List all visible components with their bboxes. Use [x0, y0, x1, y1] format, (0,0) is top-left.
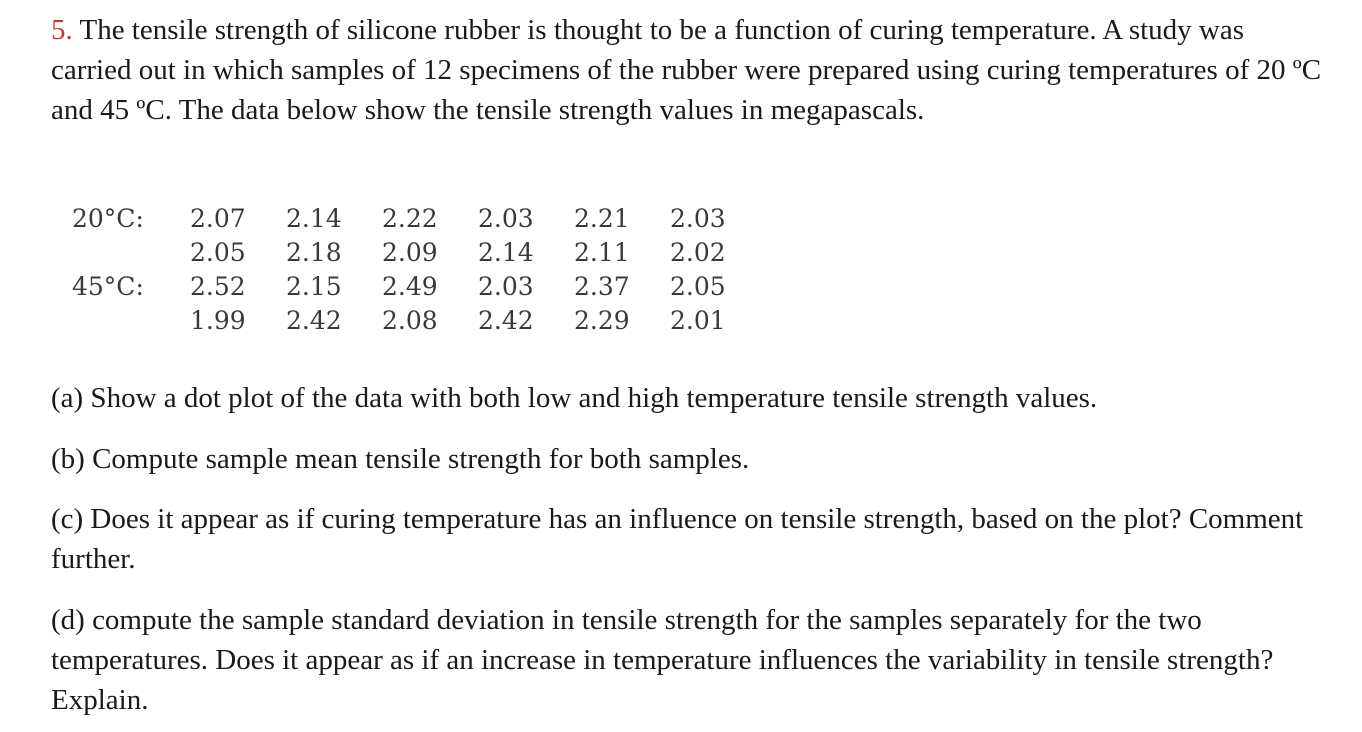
- row-label: 45°C:: [72, 272, 144, 301]
- table-cell: 2.29: [574, 306, 630, 335]
- table-cell: 2.09: [382, 238, 438, 267]
- table-cell: 2.37: [574, 272, 630, 301]
- table-cell: 2.22: [382, 204, 438, 233]
- table-cell: 2.05: [670, 272, 726, 301]
- row-label: 20°C:: [72, 204, 144, 233]
- question-d: (d) compute the sample standard deviatio…: [51, 604, 1274, 716]
- row-label: [72, 304, 190, 338]
- problem-intro: 5. The tensile strength of silicone rubb…: [51, 10, 1331, 130]
- table-cell: 2.49: [382, 272, 438, 301]
- question-c: (c) Does it appear as if curing temperat…: [51, 503, 1304, 575]
- table-cell: 2.07: [190, 204, 246, 233]
- problem-statement: 5. The tensile strength of silicone rubb…: [51, 10, 1331, 130]
- table-row: 45°C: 2.52 2.15 2.49 2.03 2.37 2.05: [72, 270, 766, 304]
- table-cell: 2.15: [286, 272, 342, 301]
- problem-number: 5.: [51, 14, 73, 46]
- table-row: 1.99 2.42 2.08 2.42 2.29 2.01: [72, 304, 766, 338]
- table-row: 20°C: 2.07 2.14 2.22 2.03 2.21 2.03: [72, 202, 766, 236]
- table-cell: 2.42: [286, 306, 342, 335]
- table-cell: 2.14: [478, 238, 534, 267]
- table-cell: 2.08: [382, 306, 438, 335]
- tensile-strength-table: 20°C: 2.07 2.14 2.22 2.03 2.21 2.03 2.05 2.18 2.0…: [72, 202, 766, 338]
- table-cell: 2.01: [670, 306, 726, 335]
- table-cell: 2.52: [190, 272, 246, 301]
- table-cell: 2.21: [574, 204, 630, 233]
- question-a: (a) Show a dot plot of the data with bot…: [51, 382, 1098, 414]
- table-cell: 2.11: [574, 238, 630, 267]
- table-cell: 2.03: [478, 272, 534, 301]
- table-cell: 1.99: [190, 306, 246, 335]
- table-cell: 2.14: [286, 204, 342, 233]
- table-row: 2.05 2.18 2.09 2.14 2.11 2.02: [72, 236, 766, 270]
- table-cell: 2.03: [478, 204, 534, 233]
- table-cell: 2.02: [670, 238, 726, 267]
- table-cell: 2.42: [478, 306, 534, 335]
- question-b: (b) Compute sample mean tensile strength…: [51, 443, 750, 475]
- table-cell: 2.03: [670, 204, 726, 233]
- table-cell: 2.05: [190, 238, 246, 267]
- table-cell: 2.18: [286, 238, 342, 267]
- problem-intro-text: The tensile strength of silicone rubber …: [51, 14, 1322, 126]
- row-label: [72, 236, 190, 270]
